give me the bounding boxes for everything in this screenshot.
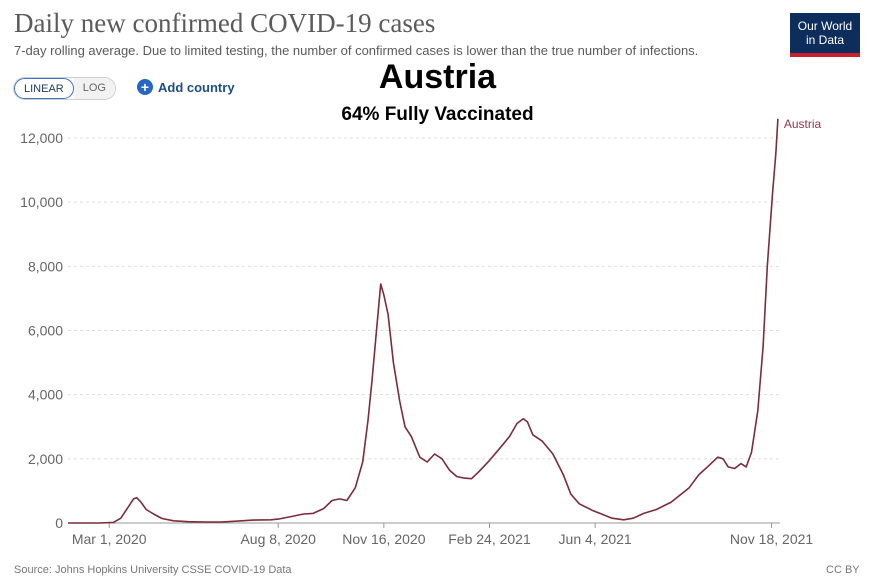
y-tick-label: 12,000 [20, 130, 63, 146]
x-tick-label: Nov 16, 2020 [342, 531, 425, 547]
y-tick-label: 4,000 [28, 387, 63, 403]
chart-subtitle: 7-day rolling average. Due to limited te… [14, 43, 699, 58]
y-tick-label: 8,000 [28, 258, 63, 274]
linear-button[interactable]: LINEAR [14, 78, 74, 99]
overlay-title: Austria [378, 58, 497, 96]
x-tick-label: Feb 24, 2021 [448, 531, 531, 547]
add-country-button[interactable]: + Add country [137, 79, 235, 95]
series-line-austria[interactable] [68, 118, 779, 524]
scale-toggle: LINEAR LOG [13, 77, 116, 100]
logo-line-1: Our World [797, 19, 853, 33]
add-country-label: Add country [158, 79, 235, 95]
chart-area: 0 2,000 4,000 6,000 8,000 10,000 12,000 Mar 1,… [20, 117, 822, 547]
series-label-austria: Austria [784, 117, 822, 131]
plus-circle-icon: + [137, 79, 153, 95]
source-note[interactable]: Source: Johns Hopkins University CSSE CO… [14, 564, 292, 576]
overlay-subtitle: 64% Fully Vaccinated [341, 104, 534, 125]
x-tick-label: Jun 4, 2021 [559, 531, 632, 547]
x-tick-label: Mar 1, 2020 [72, 531, 147, 547]
chart-title: Daily new confirmed COVID-19 cases [14, 8, 436, 38]
grid-lines [68, 137, 780, 460]
y-tick-label: 10,000 [20, 194, 63, 210]
owid-logo[interactable]: Our World in Data [790, 13, 860, 57]
x-axis: Mar 1, 2020 Aug 8, 2020 Nov 16, 2020 Feb 24… [68, 522, 813, 547]
y-tick-label: 6,000 [28, 323, 63, 339]
logo-line-2: in Data [805, 33, 845, 47]
series-layer: Austria [68, 117, 822, 524]
license-link[interactable]: CC BY [826, 564, 860, 576]
y-tick-label: 2,000 [28, 451, 63, 467]
log-button[interactable]: LOG [73, 78, 115, 99]
x-tick-label: Nov 18, 2021 [730, 531, 813, 547]
y-tick-label: 0 [55, 515, 63, 531]
y-axis-ticks: 0 2,000 4,000 6,000 8,000 10,000 12,000 [20, 130, 63, 531]
x-tick-label: Aug 8, 2020 [240, 531, 316, 547]
